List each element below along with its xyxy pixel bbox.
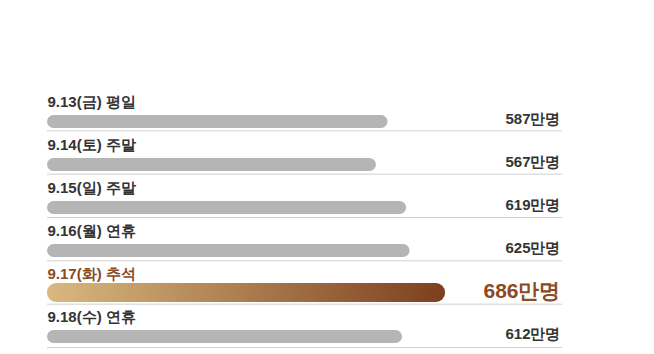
svg-text:9.13(금) 평일: 9.13(금) 평일 [48,93,136,110]
svg-text:625만명: 625만명 [505,239,560,256]
svg-text:612만명: 612만명 [505,325,560,342]
svg-text:9.17(화) 추석: 9.17(화) 추석 [48,265,136,282]
svg-text:9.18(수) 연휴: 9.18(수) 연휴 [48,308,136,325]
svg-text:9.14(토) 주말: 9.14(토) 주말 [48,136,136,153]
svg-text:587만명: 587만명 [505,110,560,127]
svg-text:9.15(일) 주말: 9.15(일) 주말 [48,179,136,196]
svg-text:619만명: 619만명 [505,196,560,213]
svg-text:9.16(월) 연휴: 9.16(월) 연휴 [48,222,136,239]
svg-text:567만명: 567만명 [505,153,560,170]
svg-text:686만명: 686만명 [483,279,560,302]
